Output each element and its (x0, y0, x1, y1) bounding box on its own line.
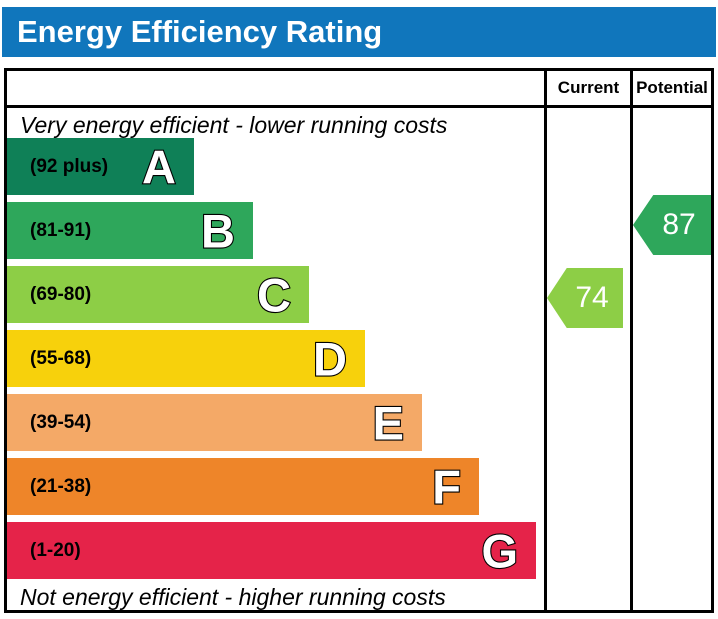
current-rating-value: 74 (575, 281, 609, 314)
potential-rating-arrow: 87 (633, 195, 711, 255)
band-a: (92 plus) A (7, 138, 194, 195)
band-e-range: (39-54) (30, 411, 92, 433)
band-g-range: (1-20) (30, 539, 81, 561)
band-e: (39-54) E (7, 394, 422, 451)
band-a-range: (92 plus) (30, 155, 109, 177)
current-rating-arrow: 74 (547, 268, 623, 328)
band-d-letter: D (312, 332, 348, 385)
band-g: (1-20) G (7, 522, 536, 579)
band-b: (81-91) B (7, 202, 253, 259)
band-a-letter: A (141, 140, 177, 193)
band-d-range: (55-68) (30, 347, 92, 369)
band-b-letter: B (200, 204, 236, 257)
bottom-note: Not energy efficient - higher running co… (20, 584, 446, 610)
page-title: Energy Efficiency Rating (17, 14, 383, 49)
band-c-letter: C (256, 268, 292, 321)
band-f-range: (21-38) (30, 475, 92, 497)
current-column-divider (544, 71, 547, 610)
header-divider (7, 105, 711, 108)
band-e-letter: E (372, 396, 406, 449)
top-note: Very energy efficient - lower running co… (20, 112, 448, 138)
rating-bands: (92 plus) A (81-91) B (69-80) C (55-68) … (7, 138, 536, 579)
current-column-header: Current (557, 78, 620, 97)
title-bar: Energy Efficiency Rating (2, 7, 716, 57)
band-f: (21-38) F (7, 458, 479, 515)
rating-table: Current Potential Very energy efficient … (4, 68, 714, 613)
band-c-range: (69-80) (30, 283, 92, 305)
potential-column-divider (630, 71, 633, 610)
band-d: (55-68) D (7, 330, 365, 387)
band-f-letter: F (431, 460, 462, 513)
band-b-range: (81-91) (30, 219, 92, 241)
band-g-letter: G (480, 524, 519, 577)
potential-column-header: Potential (636, 78, 708, 97)
band-c: (69-80) C (7, 266, 309, 323)
potential-rating-value: 87 (662, 208, 696, 241)
